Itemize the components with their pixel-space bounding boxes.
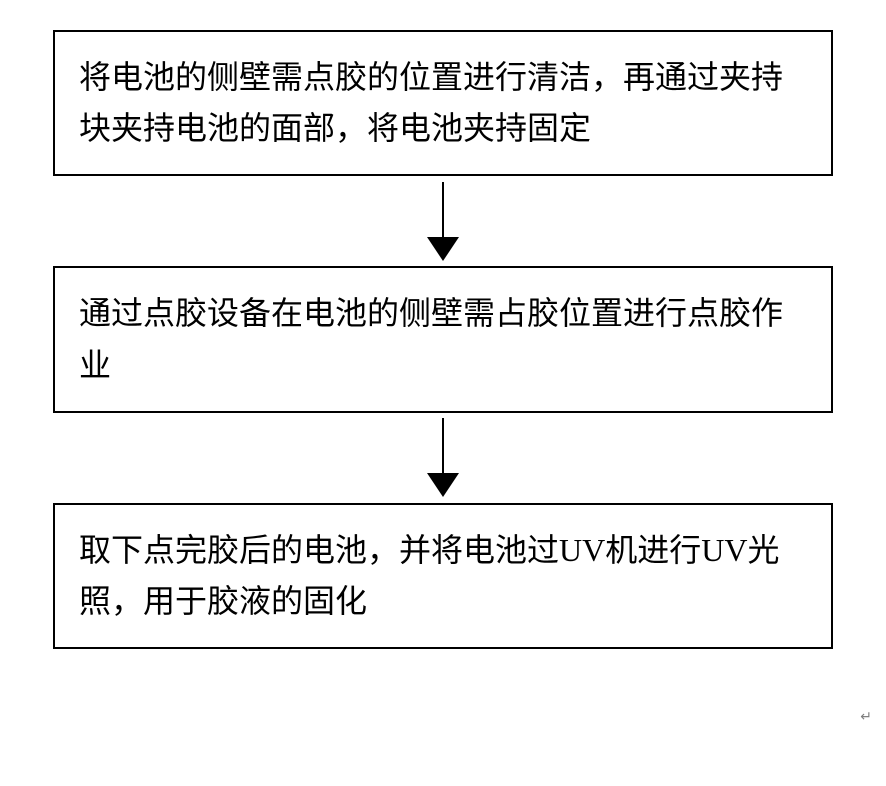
arrow-line [442, 182, 444, 237]
flowchart-step-3: 取下点完胶后的电池，并将电池过UV机进行UV光照，用于胶液的固化 [53, 503, 833, 649]
step-2-text: 通过点胶设备在电池的侧壁需占胶位置进行点胶作业 [79, 288, 807, 390]
arrow-line [442, 418, 444, 473]
arrow-head-icon [427, 473, 459, 497]
step-3-text: 取下点完胶后的电池，并将电池过UV机进行UV光照，用于胶液的固化 [79, 525, 807, 627]
step-1-text: 将电池的侧壁需点胶的位置进行清洁，再通过夹持块夹持电池的面部，将电池夹持固定 [79, 52, 807, 154]
arrow-head-icon [427, 237, 459, 261]
return-mark-icon: ↵ [860, 709, 872, 726]
flowchart-step-1: 将电池的侧壁需点胶的位置进行清洁，再通过夹持块夹持电池的面部，将电池夹持固定 [53, 30, 833, 176]
arrow-2-to-3 [427, 413, 459, 503]
flowchart-container: 将电池的侧壁需点胶的位置进行清洁，再通过夹持块夹持电池的面部，将电池夹持固定 通… [50, 30, 836, 649]
flowchart-step-2: 通过点胶设备在电池的侧壁需占胶位置进行点胶作业 [53, 266, 833, 412]
arrow-1-to-2 [427, 176, 459, 266]
